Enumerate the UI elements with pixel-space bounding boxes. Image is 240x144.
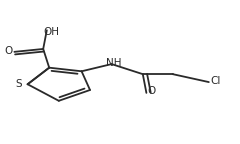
Text: O: O — [4, 46, 12, 56]
Text: O: O — [147, 86, 155, 96]
Text: Cl: Cl — [211, 76, 221, 86]
Text: OH: OH — [43, 27, 59, 37]
Text: NH: NH — [106, 58, 122, 68]
Text: S: S — [15, 78, 22, 89]
